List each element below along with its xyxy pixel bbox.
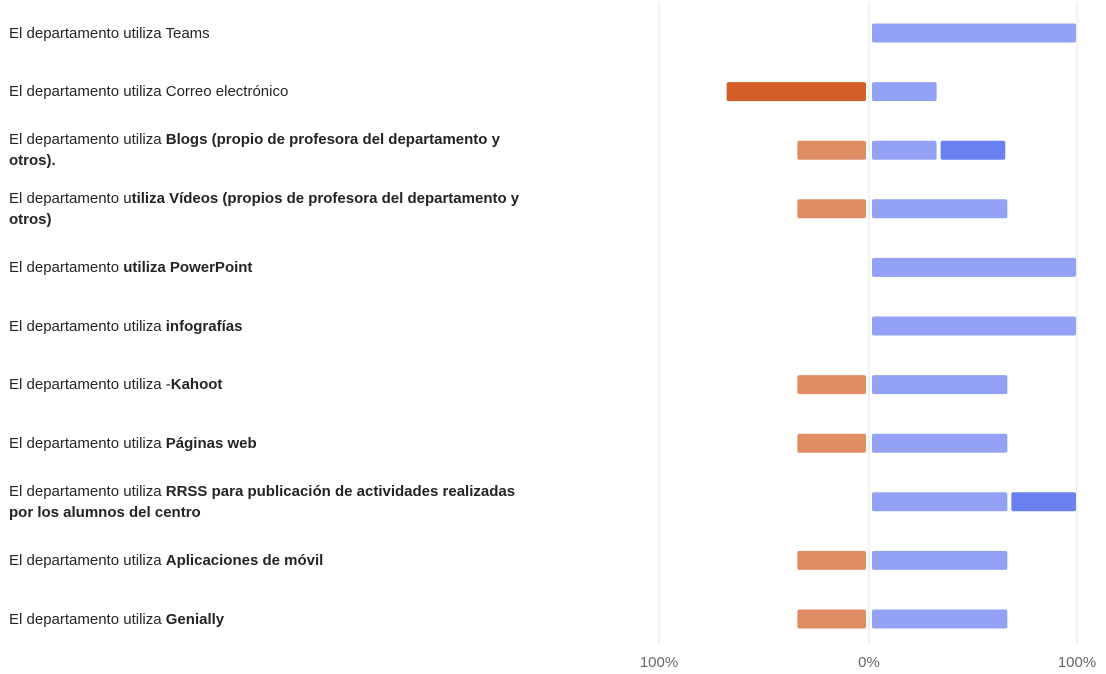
bar-positive-row2-seg1[interactable] [940,140,1006,160]
bar-negative-row10-seg0[interactable] [797,609,866,629]
bar-negative-row2-seg0[interactable] [797,140,866,160]
row-label-prefix: El departamento utiliza Correo electróni… [9,83,289,101]
bar-positive-row6-seg0[interactable] [872,375,1008,395]
row-label-4: El departamento utiliza PowerPoint [9,257,529,278]
row-label-bold: RRSS para publicación de actividades rea… [9,482,516,521]
bar-positive-row4-seg0[interactable] [872,257,1076,277]
row-label-7: El departamento utiliza Páginas web [9,433,529,454]
bar-positive-row9-seg0[interactable] [872,550,1008,570]
row-label-2: El departamento utiliza Blogs (propio de… [9,129,529,171]
row-label-10: El departamento utiliza Genially [9,609,529,630]
row-label-prefix: El departamento [9,258,124,276]
row-label-0: El departamento utiliza Teams [9,23,529,44]
bar-positive-row3-seg0[interactable] [872,199,1008,219]
bar-negative-row9-seg0[interactable] [797,550,866,570]
bar-negative-row7-seg0[interactable] [797,433,866,453]
bar-negative-row3-seg0[interactable] [797,199,866,219]
bar-positive-row7-seg0[interactable] [872,433,1008,453]
bar-negative-row1-seg0[interactable] [726,82,866,102]
bar-negative-row6-seg0[interactable] [797,375,866,395]
row-label-prefix: El departamento utiliza [9,434,166,452]
row-label-prefix: El departamento utiliza Teams [9,24,210,42]
row-label-1: El departamento utiliza Correo electróni… [9,81,529,102]
row-label-6: El departamento utiliza -Kahoot [9,374,529,395]
row-label-9: El departamento utiliza Aplicaciones de … [9,550,529,571]
row-label-bold: utiliza PowerPoint [123,258,253,276]
row-label-bold: Genially [165,610,225,628]
bar-positive-row8-seg1[interactable] [1011,492,1076,512]
row-label-prefix: El departamento utiliza [9,131,166,149]
bar-positive-row1-seg0[interactable] [872,82,937,102]
row-label-prefix: El departamento utiliza [9,317,166,335]
row-label-bold: Blogs (propio de profesora del departame… [9,131,500,170]
bar-positive-row10-seg0[interactable] [872,609,1008,629]
row-label-prefix: El departamento utiliza - [9,376,171,394]
row-label-3: El departamento utiliza Vídeos (propios … [9,188,529,230]
row-label-prefix: El departamento utiliza [9,610,166,628]
row-label-bold: Páginas web [165,434,257,452]
x-tick-label-2: 100% [1058,654,1096,671]
row-label-prefix: El departamento utiliza [9,482,166,500]
row-label-bold: Kahoot [170,376,223,394]
row-label-bold: Aplicaciones de móvil [165,551,324,569]
bar-positive-row2-seg0[interactable] [872,140,937,160]
row-label-prefix: El departamento u [9,189,132,207]
row-label-bold: infografías [165,317,243,335]
row-label-8: El departamento utiliza RRSS para public… [9,481,529,523]
row-label-bold: tiliza Vídeos (propios de profesora del … [9,189,520,228]
bar-positive-row8-seg0[interactable] [872,492,1008,512]
row-label-5: El departamento utiliza infografías [9,316,529,337]
bar-positive-row5-seg0[interactable] [872,316,1076,336]
bar-positive-row0-seg0[interactable] [872,23,1076,43]
x-tick-label-0: 100% [640,654,678,671]
x-tick-label-1: 0% [858,654,880,671]
row-label-prefix: El departamento utiliza [9,551,166,569]
